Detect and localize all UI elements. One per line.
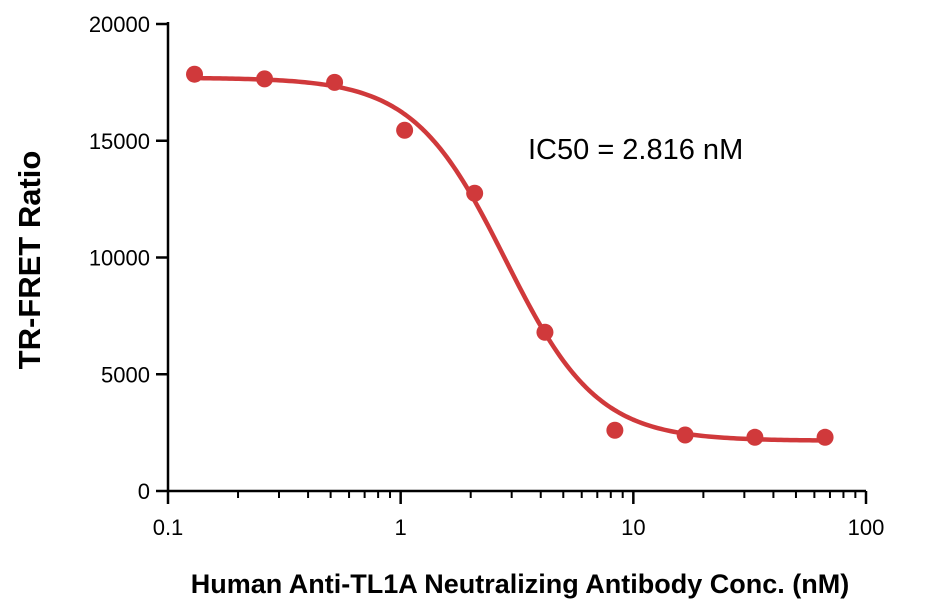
x-axis-title: Human Anti-TL1A Neutralizing Antibody Co… (191, 569, 849, 599)
data-point (256, 70, 274, 88)
y-ticks: 0 5000 10000 15000 20000 (89, 12, 168, 504)
data-points-layer (186, 65, 834, 446)
data-point (466, 184, 484, 202)
data-point (396, 121, 414, 139)
data-point (816, 428, 834, 446)
x-ticks: 0.1 1 10 100 (153, 491, 885, 540)
data-point (186, 65, 204, 83)
y-tick-label: 5000 (101, 362, 150, 387)
x-tick-label: 0.1 (153, 515, 184, 540)
y-tick-label: 0 (138, 479, 150, 504)
fit-curve (192, 75, 828, 443)
x-tick-label: 100 (848, 515, 885, 540)
data-point (536, 323, 554, 341)
data-point (326, 73, 344, 91)
fit-curve-layer (192, 75, 828, 443)
y-tick-label: 10000 (89, 246, 150, 271)
x-tick-label: 10 (621, 515, 645, 540)
y-axis-title: TR-FRET Ratio (12, 151, 47, 370)
x-tick-label: 1 (395, 515, 407, 540)
y-tick-label: 15000 (89, 129, 150, 154)
data-point (746, 428, 764, 446)
data-point (676, 426, 694, 444)
ic50-annotation: IC50 = 2.816 nM (528, 134, 743, 166)
axes (166, 22, 866, 493)
data-point (606, 421, 624, 439)
y-tick-label: 20000 (89, 12, 150, 37)
